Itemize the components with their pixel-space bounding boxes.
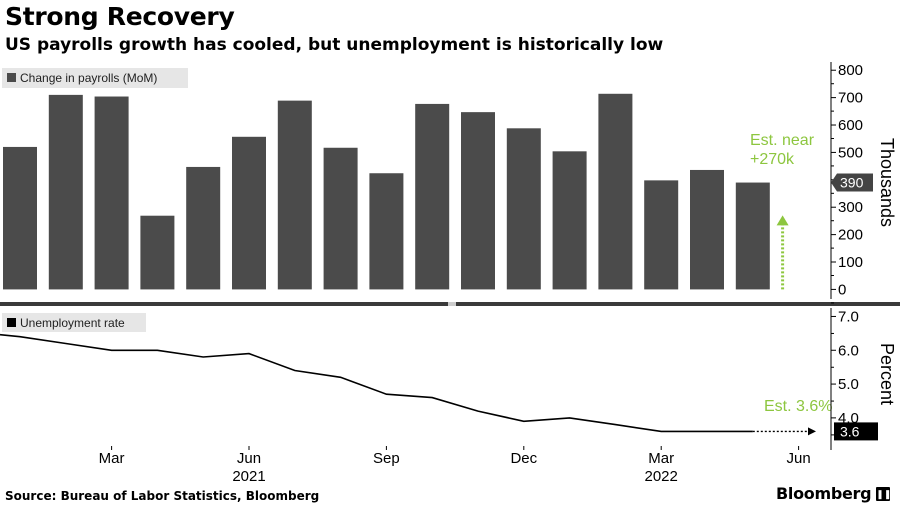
payroll-bar <box>369 173 404 290</box>
payrolls-y-tick-label: 600 <box>838 117 863 134</box>
unemployment-y-tick-label: 5.0 <box>838 376 859 393</box>
payroll-bar <box>140 215 175 290</box>
unemployment-last-value-tag <box>834 422 878 441</box>
chart-title: Strong Recovery <box>5 2 235 31</box>
payroll-bar <box>94 96 129 290</box>
x-tick-label: Mar <box>648 450 674 467</box>
separator-handle <box>448 302 456 306</box>
payroll-bar <box>690 169 724 290</box>
payroll-bar <box>3 146 37 290</box>
payrolls-y-tick-label: 700 <box>838 90 863 107</box>
x-tick-label: Sep <box>373 450 400 467</box>
unemployment-legend-swatch <box>7 318 16 327</box>
unemployment-estimate-arrowhead <box>808 427 816 436</box>
payrolls-legend-swatch <box>7 73 16 82</box>
payroll-bar <box>735 182 770 290</box>
payrolls-last-value-tag <box>831 173 873 192</box>
payroll-bar <box>232 136 266 290</box>
payrolls-legend-label: Change in payrolls (MoM) <box>20 71 157 85</box>
payrolls-y-tick-label: 100 <box>838 254 863 271</box>
payroll-bar <box>277 100 312 290</box>
unemployment-y-tick-label: 7.0 <box>838 308 859 325</box>
unemployment-last-value-label: 3.6 <box>840 423 860 439</box>
unemployment-axis-title: Percent <box>877 343 897 405</box>
brand-name: Bloomberg <box>776 484 872 503</box>
payrolls-y-tick-label: 0 <box>838 281 846 298</box>
payroll-bar <box>48 94 83 290</box>
source-note: Source: Bureau of Labor Statistics, Bloo… <box>5 489 320 503</box>
unemployment-estimate-label: Est. 3.6% <box>764 398 832 415</box>
payroll-bar <box>598 93 633 290</box>
payroll-bar <box>506 128 541 290</box>
payroll-bar <box>552 151 587 290</box>
x-year-label: 2022 <box>645 468 678 485</box>
payroll-bar <box>323 147 358 290</box>
x-year-label: 2021 <box>232 468 265 485</box>
unemployment-legend-label: Unemployment rate <box>20 316 125 330</box>
payrolls-y-tick-label: 800 <box>838 62 863 79</box>
brand-logo: Bloomberg ❚❚ <box>776 484 892 503</box>
payrolls-legend <box>2 68 188 88</box>
payrolls-y-tick-label: 200 <box>838 227 863 244</box>
payroll-bar <box>644 180 679 290</box>
pause-icon: ❚❚ <box>876 486 892 501</box>
unemployment-y-tick-label: 6.0 <box>838 342 859 359</box>
payrolls-y-tick-label: 300 <box>838 199 863 216</box>
payroll-bar <box>461 112 495 290</box>
x-tick-label: Jun <box>787 450 811 467</box>
unemployment-line <box>0 333 753 433</box>
x-tick-label: Dec <box>510 450 537 467</box>
unemployment-legend <box>2 313 146 332</box>
payroll-bar <box>186 166 221 290</box>
chart-subtitle: US payrolls growth has cooled, but unemp… <box>5 35 664 55</box>
payrolls-y-tick-label: 500 <box>838 144 863 161</box>
x-tick-label: Mar <box>99 450 125 467</box>
payroll-bar <box>415 103 450 290</box>
payrolls-panel: Change in payrolls (MoM)0100200300400500… <box>2 62 897 304</box>
payrolls-estimate-label-line2: +270k <box>750 151 795 168</box>
payrolls-estimate-arrowhead <box>776 215 789 226</box>
payrolls-last-value-label: 390 <box>840 175 864 191</box>
x-tick-label: Jun <box>237 450 261 467</box>
payrolls-axis-title: Thousands <box>877 138 897 227</box>
payrolls-estimate-label-line1: Est. near <box>750 132 815 149</box>
